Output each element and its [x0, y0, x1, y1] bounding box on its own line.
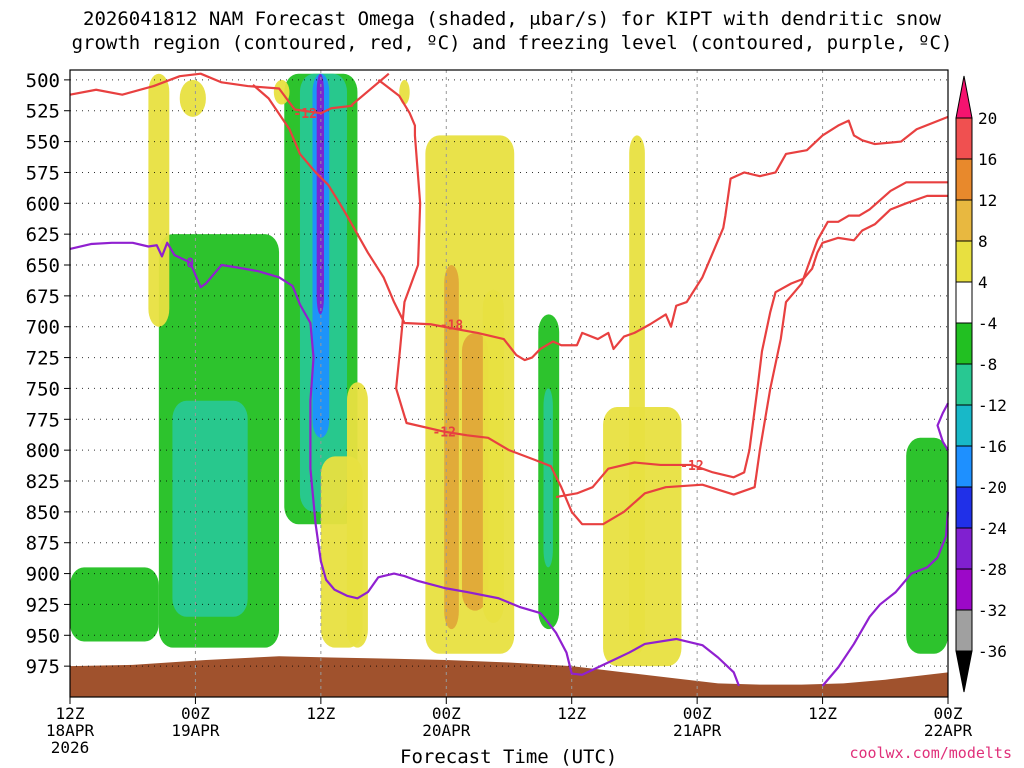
colorbar-segment	[955, 609, 973, 652]
colorbar-segment	[955, 158, 973, 201]
y-tick-label: 800	[26, 440, 60, 462]
contour-line	[821, 511, 950, 687]
y-tick-label: 600	[26, 193, 60, 215]
contour-line	[555, 194, 948, 499]
colorbar-segment	[955, 199, 973, 242]
x-axis-title: Forecast Time (UTC)	[400, 746, 618, 768]
y-tick-label: 650	[26, 255, 60, 277]
y-tick-label: 625	[26, 224, 60, 246]
y-tick-label: 675	[26, 286, 60, 308]
y-tick-label: 925	[26, 594, 60, 616]
x-tick-label: 12Z	[56, 704, 85, 723]
colorbar-top-arrow	[955, 75, 973, 119]
x-tick-label: 20APR	[422, 721, 471, 740]
contour-label: -12	[680, 459, 703, 474]
omega-shade-region	[316, 73, 324, 315]
omega-shade-region	[399, 79, 410, 105]
omega-shade-region	[148, 73, 170, 327]
colorbar-label: 8	[978, 232, 988, 251]
contour-line	[377, 79, 948, 526]
colorbar-label: 20	[978, 109, 997, 128]
plot-frame	[69, 69, 949, 698]
omega-shade-region	[172, 400, 248, 617]
contour-line	[69, 72, 390, 115]
contour-label: -18	[440, 318, 464, 333]
omega-shade-region	[444, 265, 459, 630]
colorbar-segment	[955, 322, 973, 365]
colorbar-label: 12	[978, 191, 997, 210]
colorbar-label: -20	[978, 478, 1007, 497]
omega-shade-region	[461, 332, 489, 611]
contour-line	[936, 402, 949, 451]
y-tick-label: 575	[26, 162, 60, 184]
x-tick-label: 12Z	[557, 704, 586, 723]
y-tick-label: 950	[26, 625, 60, 647]
omega-shade-region	[346, 382, 368, 648]
colorbar-label: 4	[978, 273, 988, 292]
y-tick-label: 875	[26, 533, 60, 555]
contour-line	[252, 83, 949, 362]
colorbar-label: -32	[978, 601, 1007, 620]
y-tick-label: 775	[26, 409, 60, 431]
colorbar-segment	[955, 404, 973, 447]
chart-title-line-2: growth region (contoured, red, ºC) and f…	[71, 32, 953, 54]
y-tick-label: 525	[26, 101, 60, 123]
terrain-fill	[70, 656, 948, 697]
colorbar-label: -16	[978, 437, 1007, 456]
contour-label: -12	[432, 426, 455, 441]
colorbar-segment	[955, 281, 973, 324]
colorbar-segment	[955, 363, 973, 406]
contour-label: 0	[186, 257, 194, 272]
colorbar-segment	[955, 527, 973, 570]
y-tick-label: 750	[26, 378, 60, 400]
colorbar-label: -28	[978, 560, 1007, 579]
colorbar-label: -4	[978, 314, 997, 333]
omega-shade-region	[906, 437, 948, 654]
chart-title-line-1: 2026041812 NAM Forecast Omega (shaded, μ…	[83, 8, 941, 30]
y-tick-label: 900	[26, 564, 60, 586]
colorbar-label: -12	[978, 396, 1007, 415]
colorbar-bottom-arrow	[955, 650, 973, 693]
colorbar-label: -36	[978, 642, 1007, 661]
y-tick-label: 550	[26, 132, 60, 154]
y-tick-label: 700	[26, 317, 60, 339]
colorbar-label: -24	[978, 519, 1007, 538]
omega-shade-region	[70, 567, 159, 642]
y-tick-label: 850	[26, 502, 60, 524]
x-tick-label: 00Z	[934, 704, 963, 723]
y-tick-label: 825	[26, 471, 60, 493]
omega-shade-region	[179, 79, 206, 117]
x-tick-label: 12Z	[306, 704, 335, 723]
contour-line	[69, 241, 740, 687]
y-tick-label: 500	[26, 70, 60, 92]
y-tick-label: 975	[26, 656, 60, 678]
colorbar-segment	[955, 240, 973, 283]
x-tick-label: 21APR	[673, 721, 722, 740]
colorbar-label: -8	[978, 355, 997, 374]
x-tick-label: 12Z	[808, 704, 837, 723]
y-tick-label: 725	[26, 348, 60, 370]
x-tick-label: 22APR	[924, 721, 973, 740]
x-tick-label: 00Z	[181, 704, 210, 723]
colorbar-label: 16	[978, 150, 997, 169]
credit-text: coolwx.com/modelts	[849, 744, 1012, 762]
x-tick-label: 19APR	[171, 721, 220, 740]
colorbar-segment	[955, 445, 973, 488]
x-tick-label: 2026	[51, 738, 90, 757]
x-tick-label: 00Z	[432, 704, 461, 723]
colorbar-segment	[955, 486, 973, 529]
x-tick-label: 00Z	[683, 704, 712, 723]
omega-shade-region	[629, 135, 645, 654]
contour-label: -12	[293, 107, 316, 122]
omega-shade-region	[482, 289, 504, 623]
colorbar-segment	[955, 568, 973, 611]
omega-shade-region	[543, 388, 553, 568]
x-tick-label: 18APR	[46, 721, 95, 740]
colorbar-segment	[955, 117, 973, 160]
